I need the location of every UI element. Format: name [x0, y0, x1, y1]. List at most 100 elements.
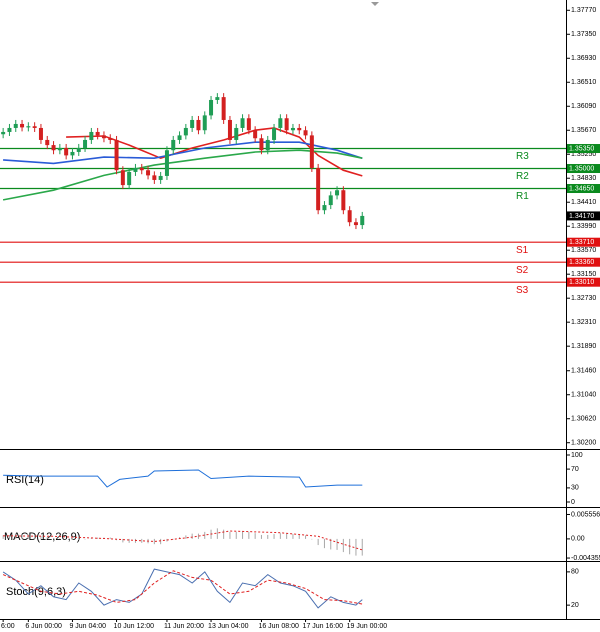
- macd-bar: [122, 538, 124, 543]
- candle-body: [360, 215, 365, 226]
- candle-body: [114, 139, 119, 171]
- y-tick-label: 1.31040: [571, 392, 596, 399]
- candle-body: [51, 145, 56, 151]
- macd-bar: [2, 535, 4, 539]
- macd-bar: [65, 538, 67, 540]
- macd-bar: [40, 536, 42, 539]
- x-tick-label: 9 Jun 04:00: [69, 623, 106, 630]
- macd-bar: [273, 534, 275, 539]
- candle-body: [158, 175, 163, 180]
- macd-bar: [248, 531, 250, 539]
- candle-body: [278, 118, 283, 128]
- macd-bar: [305, 535, 307, 539]
- candle-body: [89, 131, 94, 140]
- y-tick-label: 20: [571, 602, 579, 609]
- candle-body: [328, 195, 333, 206]
- candle-body: [353, 222, 358, 226]
- x-tick-label: 6 Jun 00:00: [25, 623, 62, 630]
- level-price-box: [567, 237, 600, 247]
- candle-body: [108, 138, 113, 140]
- stoch-line: [2, 568, 363, 609]
- candle-body: [38, 127, 43, 140]
- macd-bar: [204, 531, 206, 539]
- macd-bar: [361, 538, 363, 556]
- level-name: S2: [516, 265, 529, 276]
- macd-bar: [235, 531, 237, 539]
- candle-body: [272, 127, 277, 140]
- stoch-title: Stoch(9,6,3): [6, 586, 66, 598]
- y-tick-label: 1.33570: [571, 247, 596, 254]
- candle-body: [253, 130, 258, 139]
- candle-body: [215, 97, 220, 100]
- macd-bar: [34, 534, 36, 539]
- rsi-title: RSI(14): [6, 474, 44, 486]
- level-price-label: 1.33360: [569, 259, 594, 266]
- level-name: R1: [516, 191, 529, 202]
- level-price-label: 1.34650: [569, 185, 594, 192]
- macd-bar: [260, 534, 262, 539]
- macd-bar: [342, 538, 344, 553]
- level-price-box: [567, 277, 600, 287]
- candle-body: [221, 97, 226, 120]
- x-tick-label: 16 Jun 08:00: [258, 623, 299, 630]
- macd-bar: [160, 538, 162, 545]
- y-tick-label: 1.31890: [571, 343, 596, 350]
- candle-body: [57, 147, 62, 151]
- candle-body: [76, 147, 81, 152]
- x-tick-label: 17 Jun 16:00: [303, 623, 344, 630]
- y-tick-label: 70: [571, 466, 579, 473]
- candle-body: [1, 131, 6, 135]
- macd-bar: [267, 534, 269, 539]
- y-tick-label: 1.32730: [571, 295, 596, 302]
- candle-body: [64, 147, 69, 156]
- y-tick-label: 0.00: [571, 536, 585, 543]
- moving-average: [2, 149, 363, 201]
- macd-title: MACD(12,26,9): [4, 531, 80, 543]
- x-tick-label: 6:00: [1, 623, 15, 630]
- macd-bar: [97, 537, 99, 539]
- candle-body: [335, 190, 340, 196]
- y-tick-label: 1.33990: [571, 223, 596, 230]
- level-name: R2: [516, 171, 529, 182]
- macd-bar: [191, 533, 193, 539]
- x-tick-label: 19 Jun 00:00: [347, 623, 388, 630]
- candle-body: [139, 167, 144, 171]
- y-tick-label: 1.32310: [571, 319, 596, 326]
- candle-body: [26, 126, 31, 128]
- y-tick-label: -0.004355: [571, 555, 600, 562]
- macd-bar: [242, 530, 244, 539]
- stoch-line: [2, 570, 363, 605]
- macd-bar: [27, 534, 29, 539]
- candle-body: [177, 135, 182, 140]
- level-name: S1: [516, 245, 529, 256]
- macd-bar: [317, 538, 319, 546]
- macd-bar: [90, 538, 92, 539]
- y-tick-label: 100: [571, 452, 583, 459]
- macd-bar: [355, 538, 357, 556]
- rsi-line: [3, 469, 363, 488]
- y-tick-label: 1.36510: [571, 79, 596, 86]
- candle-body: [120, 170, 125, 186]
- candle-body: [246, 118, 251, 131]
- y-tick-label: 0: [571, 499, 575, 506]
- macd-signal: [3, 530, 363, 551]
- candle-body: [316, 167, 321, 211]
- shift-marker: [371, 2, 379, 6]
- y-tick-label: 1.34410: [571, 199, 596, 206]
- last-price-label: 1.34170: [569, 213, 594, 220]
- macd-bar: [330, 538, 332, 550]
- macd-bar: [84, 538, 86, 540]
- level-price-label: 1.33010: [569, 279, 594, 286]
- x-tick-label: 10 Jun 12:00: [114, 623, 155, 630]
- y-tick-label: 1.30200: [571, 440, 596, 447]
- macd-bar: [223, 529, 225, 539]
- macd-bar: [128, 538, 130, 543]
- candle-body: [152, 175, 157, 180]
- level-price-label: 1.33710: [569, 239, 594, 246]
- level-price-box: [567, 164, 600, 174]
- macd-bar: [141, 538, 143, 543]
- candle-body: [70, 151, 75, 156]
- candle-body: [290, 127, 295, 131]
- macd-bar: [323, 538, 325, 549]
- candle-body: [234, 127, 239, 140]
